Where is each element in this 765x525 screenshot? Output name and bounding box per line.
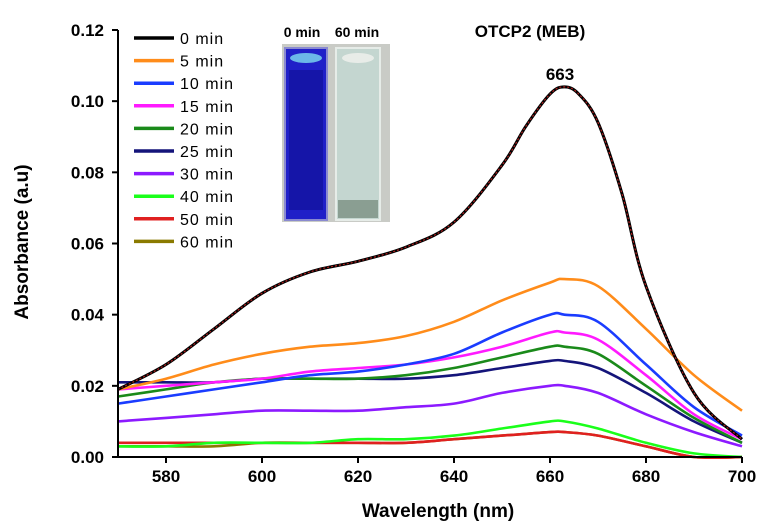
cuvette-0min-shade	[289, 70, 323, 210]
y-tick-label: 0.06	[71, 235, 104, 254]
legend-label: 50 min	[180, 212, 234, 229]
inset-label-0min: 0 min	[284, 24, 321, 40]
legend-label: 5 min	[180, 54, 224, 71]
cuvette-0min-meniscus	[290, 53, 322, 63]
legend-label: 0 min	[180, 31, 224, 48]
cuvette-60min-base	[338, 200, 378, 218]
peak-annotation: 663	[546, 65, 574, 84]
series-line-0min-overlay	[117, 86, 743, 440]
y-tick-label: 0.12	[71, 21, 104, 40]
legend-label: 20 min	[180, 121, 234, 138]
y-tick-label: 0.08	[71, 163, 104, 182]
y-axis-title: Absorbance (a.u)	[12, 164, 33, 319]
x-tick-label: 600	[248, 467, 276, 486]
series-line-40min	[117, 419, 743, 459]
inset-label-60min: 60 min	[335, 24, 379, 40]
x-tick-label: 680	[632, 467, 660, 486]
series-group	[117, 85, 744, 460]
x-tick-label: 640	[440, 467, 468, 486]
cuvette-inset: 0 min 60 min	[282, 24, 390, 222]
series-line-5min	[117, 277, 743, 412]
x-axis-title: Wavelength (nm)	[362, 501, 514, 522]
legend-label: 10 min	[180, 76, 234, 93]
legend-label: 25 min	[180, 144, 234, 161]
series-line-15min	[117, 329, 743, 441]
cuvette-60min-meniscus	[342, 53, 374, 63]
y-tick-label: 0.00	[71, 448, 104, 467]
y-tick-label: 0.10	[71, 92, 104, 111]
x-tick-label: 580	[152, 467, 180, 486]
chart-title: OTCP2 (MEB)	[475, 22, 586, 41]
series-line-30min	[117, 383, 743, 448]
legend-label: 30 min	[180, 167, 234, 184]
y-tick-labels: 0.00 0.02 0.04 0.06 0.08 0.10 0.12	[71, 21, 118, 467]
y-tick-label: 0.02	[71, 377, 104, 396]
x-tick-label: 660	[536, 467, 564, 486]
legend: 0 min 5 min 10 min 15 min 20 min 25 min 30 min…	[134, 31, 234, 251]
legend-label: 60 min	[180, 234, 234, 251]
cuvette-60min	[335, 47, 381, 221]
series-line-10min	[117, 311, 743, 437]
y-tick-label: 0.04	[71, 306, 105, 325]
legend-label: 40 min	[180, 189, 234, 206]
x-tick-label: 700	[728, 467, 756, 486]
x-tick-label: 620	[344, 467, 372, 486]
x-tick-labels: 580 600 620 640 660 680 700	[152, 457, 756, 486]
legend-label: 15 min	[180, 99, 234, 116]
